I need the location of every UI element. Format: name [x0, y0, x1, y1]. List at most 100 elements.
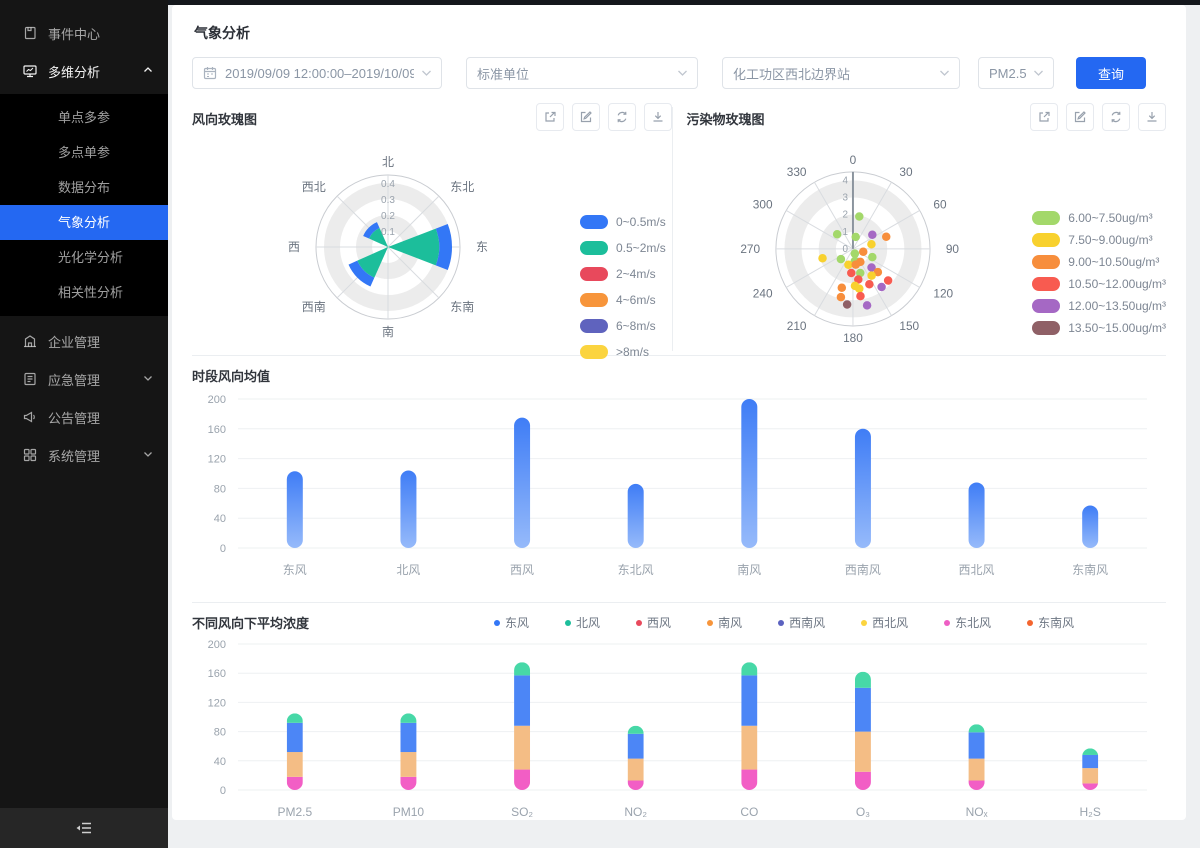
edit-icon [579, 110, 593, 124]
legend-item[interactable]: 10.50~12.00ug/m³ [1032, 277, 1166, 291]
legend-item[interactable]: 0~0.5m/s [580, 215, 666, 229]
legend-item[interactable]: 东北风 [944, 614, 991, 631]
legend-item[interactable]: 东风 [494, 614, 529, 631]
svg-text:120: 120 [208, 454, 226, 466]
sidebar-collapse-button[interactable] [0, 808, 168, 848]
sidebar-item-multi-analysis[interactable]: 多维分析 [0, 52, 168, 90]
legend-item[interactable]: 4~6m/s [580, 293, 666, 307]
notice-icon [22, 409, 38, 425]
legend-item[interactable]: 0.5~2m/s [580, 241, 666, 255]
legend-label: 北风 [576, 616, 601, 630]
legend-item[interactable]: 西北风 [861, 614, 908, 631]
legend-dot [707, 619, 714, 626]
pollutant-rose-toolbar [1030, 103, 1166, 131]
svg-text:NOₓ: NOₓ [966, 805, 988, 819]
pollutant-select[interactable]: PM2.5 [978, 57, 1054, 89]
unit-select[interactable]: 标准单位 [466, 57, 698, 89]
svg-text:90: 90 [945, 242, 959, 256]
svg-text:3: 3 [842, 193, 848, 204]
sidebar-item-event-center[interactable]: 事件中心 [0, 14, 168, 52]
sidebar-item-system-management[interactable]: 系统管理 [0, 436, 168, 474]
pollutant-rose-download-button[interactable] [1138, 103, 1166, 131]
wind-average-section: 时段风向均值 0 40 80 120 160 200 东风 北风 西风 东北风 南风 西南风 西北风 东南… [192, 356, 1166, 602]
wind-average-title: 时段风向均值 [192, 369, 271, 384]
legend-swatch [580, 267, 608, 281]
rose-charts-row: 风向玫瑰图 0.1 0.2 0.3 0.4 北东北东东南南西南西西北 0~0.5m/s 0… [192, 103, 1166, 359]
pollutant-rose-title: 污染物玫瑰图 [686, 112, 765, 127]
wind-rose-header: 风向玫瑰图 [192, 103, 672, 131]
legend-item[interactable]: 北风 [565, 614, 600, 631]
svg-text:东南风: 东南风 [1072, 562, 1108, 577]
date-range-picker[interactable]: 2019/09/09 12:00:00–2019/10/09 12:00:00 [192, 57, 442, 89]
legend-item[interactable]: >8m/s [580, 345, 666, 359]
legend-swatch [1032, 233, 1061, 247]
svg-text:SO₂: SO₂ [511, 805, 533, 819]
wind-rose-edit-button[interactable] [571, 103, 600, 131]
pollutant-rose-section: 污染物玫瑰图 0 1 2 3 4 0 30 60 90 120 150 180 210 240 270 300… [673, 103, 1166, 355]
wind-rose-refresh-button[interactable] [607, 103, 636, 131]
legend-item[interactable]: 7.50~9.00ug/m³ [1032, 233, 1166, 247]
wind-rose-open-external-button[interactable] [535, 103, 564, 131]
sidebar-subitem-weather-analysis[interactable]: 气象分析 [0, 205, 168, 240]
legend-item[interactable]: 12.00~13.50ug/m³ [1032, 299, 1166, 313]
sidebar-subitem-single-point-multi-param[interactable]: 单点多参 [58, 110, 111, 125]
svg-text:120: 120 [933, 286, 953, 300]
svg-text:0: 0 [849, 153, 856, 167]
legend-item[interactable]: 西风 [636, 614, 671, 631]
legend-label: 7.50~9.00ug/m³ [1068, 233, 1153, 247]
wind-rose-download-button[interactable] [643, 103, 672, 131]
sidebar-item-emergency-management[interactable]: 应急管理 [0, 360, 168, 398]
legend-swatch [580, 345, 608, 359]
pollutant-rose-refresh-button[interactable] [1102, 103, 1130, 131]
sidebar-item-label: 公告管理 [48, 410, 101, 426]
legend-item[interactable]: 6~8m/s [580, 319, 666, 333]
wind-rose-body: 0.1 0.2 0.3 0.4 北东北东东南南 西南 西 西北 0~0.5m/s 0.5~2m/… [192, 131, 672, 359]
legend-item[interactable]: 2~4m/s [580, 267, 666, 281]
legend-item[interactable]: 13.50~15.00ug/m³ [1032, 321, 1166, 335]
legend-item[interactable]: 南风 [707, 614, 742, 631]
legend-item[interactable]: 9.00~10.50ug/m³ [1032, 255, 1166, 269]
chevron-up-icon [142, 64, 154, 79]
main-area: 气象分析 2019/09/09 12:00:00–2019/10/09 12:0… [168, 0, 1200, 848]
sidebar-subitem-photochemical-analysis[interactable]: 光化学分析 [58, 250, 124, 265]
content-card: 气象分析 2019/09/09 12:00:00–2019/10/09 12:0… [172, 5, 1186, 820]
sidebar-item-enterprise-management[interactable]: 企业管理 [0, 322, 168, 360]
sidebar-item-notice-management[interactable]: 公告管理 [0, 398, 168, 436]
legend-item[interactable]: 6.00~7.50ug/m³ [1032, 211, 1166, 225]
sidebar-item-label: 多维分析 [48, 64, 101, 80]
pollutant-select-value: PM2.5 [989, 65, 1026, 81]
legend-swatch [580, 293, 608, 307]
svg-text:150: 150 [899, 319, 919, 333]
pollutant-rose-open-external-button[interactable] [1030, 103, 1058, 131]
legend-label: 南风 [718, 616, 743, 630]
legend-label: 西风 [647, 616, 672, 630]
station-select[interactable]: 化工功区西北边界站 [722, 57, 960, 89]
legend-item[interactable]: 东南风 [1027, 614, 1074, 631]
legend-label: 9.00~10.50ug/m³ [1068, 255, 1160, 269]
svg-text:南风: 南风 [737, 562, 761, 577]
sidebar-subitem-correlation-analysis[interactable]: 相关性分析 [58, 285, 124, 300]
legend-item[interactable]: 西南风 [778, 614, 825, 631]
svg-text:西南: 西南 [302, 299, 326, 314]
legend-label: 2~4m/s [616, 267, 656, 281]
svg-text:0.2: 0.2 [381, 211, 395, 222]
sidebar-submenu: 单点多参多点单参数据分布气象分析光化学分析相关性分析 [0, 94, 168, 316]
legend-label: >8m/s [616, 345, 650, 359]
svg-text:西风: 西风 [510, 563, 534, 577]
legend-label: 12.00~13.50ug/m³ [1068, 299, 1166, 313]
vertical-divider [671, 107, 673, 351]
svg-text:西北风: 西北风 [959, 563, 995, 577]
pollutant-rose-edit-button[interactable] [1066, 103, 1094, 131]
query-button[interactable]: 查询 [1076, 57, 1147, 89]
collapse-sidebar-icon [76, 822, 91, 834]
svg-text:0: 0 [220, 785, 226, 797]
pollutant-rose-header: 污染物玫瑰图 [686, 103, 1166, 131]
svg-text:300: 300 [752, 197, 772, 211]
sidebar-subitem-multi-point-single-param[interactable]: 多点单参 [58, 145, 111, 160]
legend-label: 西北风 [872, 616, 909, 630]
sidebar-subitem-data-distribution[interactable]: 数据分布 [58, 180, 111, 195]
legend-label: 4~6m/s [616, 293, 656, 307]
legend-label: 东风 [505, 616, 530, 630]
